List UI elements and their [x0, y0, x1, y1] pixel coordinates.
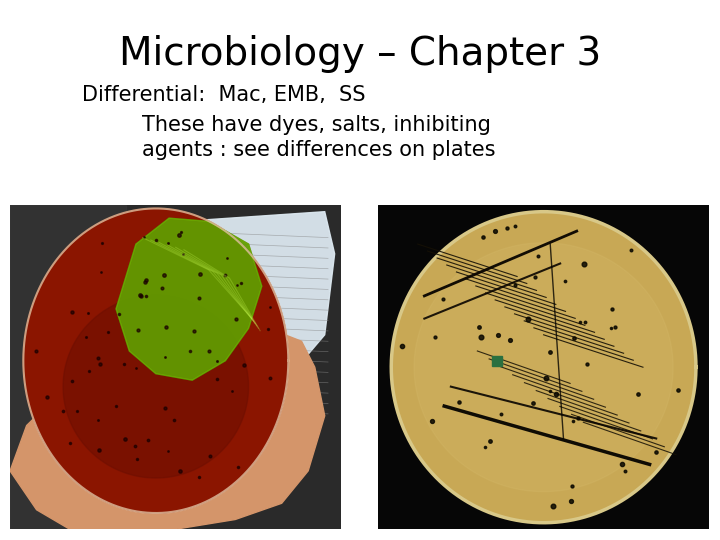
Polygon shape: [10, 205, 126, 529]
Polygon shape: [23, 208, 288, 513]
Polygon shape: [10, 205, 341, 529]
Polygon shape: [10, 328, 325, 536]
Text: These have dyes, salts, inhibiting: These have dyes, salts, inhibiting: [142, 115, 491, 135]
Text: Differential:  Mac, EMB,  SS: Differential: Mac, EMB, SS: [82, 85, 366, 105]
Text: agents : see differences on plates: agents : see differences on plates: [142, 140, 495, 160]
Text: Microbiology – Chapter 3: Microbiology – Chapter 3: [119, 35, 601, 73]
Polygon shape: [391, 212, 696, 523]
Polygon shape: [116, 218, 262, 380]
Polygon shape: [116, 218, 262, 380]
Polygon shape: [149, 212, 335, 406]
Polygon shape: [378, 205, 709, 529]
Polygon shape: [63, 295, 248, 478]
Polygon shape: [414, 243, 673, 491]
